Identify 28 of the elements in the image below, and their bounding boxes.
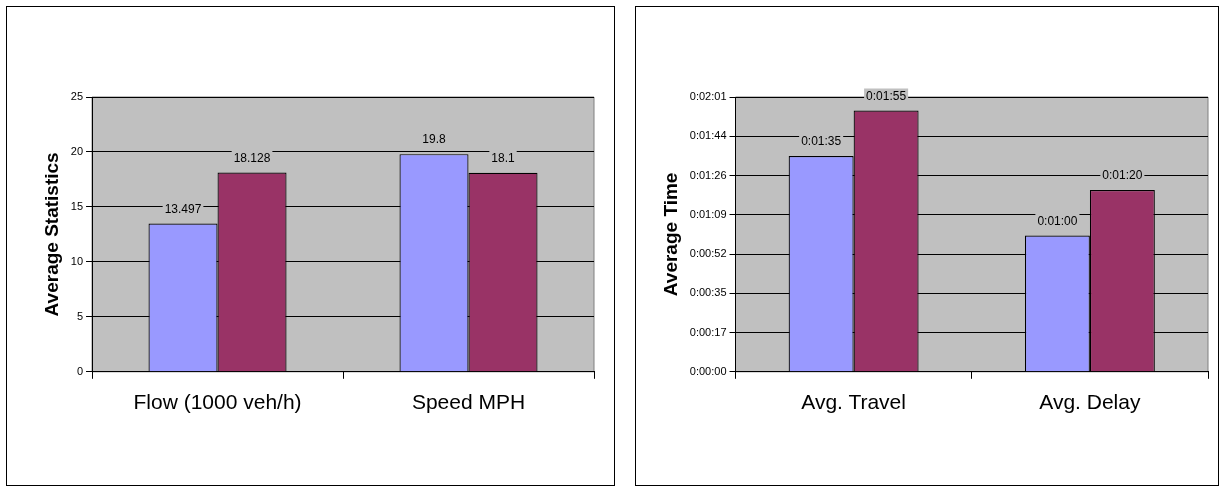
data-label: 18.128 (233, 150, 271, 165)
y-tick-label: 0:01:44 (689, 129, 727, 142)
y-tick-label: 20 (70, 144, 84, 157)
y-tick-label: 0:00:52 (689, 247, 727, 260)
data-label: 0:01:00 (1037, 213, 1078, 228)
y-tick-label: 15 (70, 199, 84, 212)
y-axis-title: Average Time (659, 172, 681, 297)
y-tick-label: 10 (70, 254, 84, 267)
x-tick-label: Flow (1000 veh/h) (133, 390, 302, 414)
y-tick-label: 0:01:26 (689, 168, 727, 181)
y-axis-title: Average Statistics (40, 152, 62, 317)
y-tick-label: 5 (76, 309, 84, 322)
x-tick-label: Speed MPH (411, 390, 526, 414)
y-tick-label: 0:00:17 (689, 325, 727, 338)
y-tick-label: 0 (76, 364, 84, 377)
y-tick-label: 0:02:01 (689, 90, 727, 103)
data-label: 13.497 (164, 201, 202, 216)
x-tick-label: Avg. Delay (1039, 390, 1141, 414)
y-tick-label: 0:00:35 (689, 286, 727, 299)
y-tick-label: 0:00:00 (689, 364, 727, 377)
data-label: 18.1 (491, 151, 516, 166)
data-label: 19.8 (422, 132, 446, 147)
y-tick-label: 0:01:09 (689, 207, 727, 220)
x-tick-label: Avg. Travel (801, 390, 906, 414)
data-label: 0:01:35 (801, 134, 842, 149)
data-label: 0:01:20 (1102, 168, 1143, 183)
data-label: 0:01:55 (866, 88, 907, 103)
y-tick-label: 25 (70, 90, 84, 103)
